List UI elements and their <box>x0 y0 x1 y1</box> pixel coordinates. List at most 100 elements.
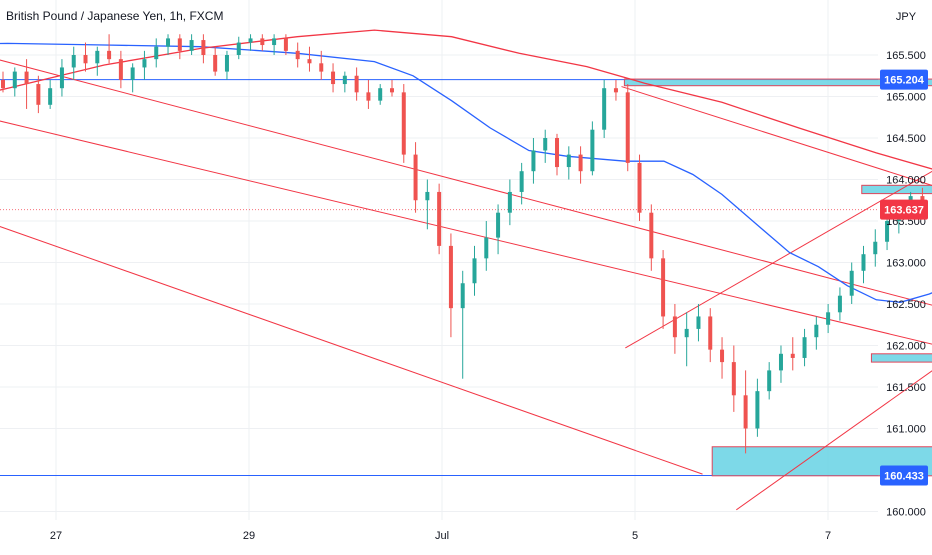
candle <box>95 46 100 76</box>
price-tick-label: 161.500 <box>886 382 926 394</box>
candle-body <box>236 42 241 55</box>
candle <box>519 162 524 205</box>
price-tag-label: 160.433 <box>884 471 924 483</box>
zone-rectangle <box>623 78 932 87</box>
candle-body <box>295 50 300 60</box>
zone-rectangle <box>870 353 932 363</box>
price-tick-label: 160.000 <box>886 507 926 519</box>
moving-average-line <box>0 29 932 170</box>
candle <box>307 46 312 72</box>
trendline <box>621 86 932 186</box>
candle <box>448 233 453 338</box>
candle <box>59 59 64 97</box>
candle <box>130 63 135 93</box>
price-tick-label: 162.000 <box>886 341 926 353</box>
candle <box>814 316 819 350</box>
currency-label: JPY <box>896 11 917 23</box>
moving-average-line <box>0 42 932 303</box>
candle <box>696 304 701 342</box>
candle-body <box>331 71 336 85</box>
candle <box>531 138 536 184</box>
candle-body <box>837 295 842 313</box>
candle <box>731 345 736 412</box>
candle <box>602 79 607 138</box>
candle-body <box>472 258 477 284</box>
price-tick-label: 165.500 <box>886 50 926 62</box>
candle <box>201 34 206 64</box>
candle <box>778 345 783 383</box>
candle-body <box>590 129 595 172</box>
candle <box>649 204 654 271</box>
candle <box>873 229 878 267</box>
price-tag-label: 163.637 <box>884 205 924 217</box>
candle <box>708 308 713 363</box>
price-tag-label: 165.204 <box>884 75 925 87</box>
candle-body <box>366 92 371 101</box>
candle-body <box>790 353 795 358</box>
price-axis: JPY165.500165.000164.500164.000163.50016… <box>880 11 928 519</box>
candle-body <box>177 38 182 51</box>
candle-body <box>613 88 618 93</box>
candle <box>24 59 29 109</box>
candle-body <box>389 88 394 93</box>
candle <box>354 67 359 101</box>
candle <box>472 245 477 296</box>
candle <box>790 337 795 371</box>
candle-body <box>260 38 265 46</box>
symbol-title: British Pound / Japanese Yen, 1h, FXCM <box>6 9 224 23</box>
candle-body <box>142 59 147 68</box>
grid <box>0 0 878 520</box>
candle-body <box>661 258 666 317</box>
candle-body <box>12 71 17 89</box>
candle-body <box>602 88 607 130</box>
candle <box>625 84 630 172</box>
candle-body <box>342 75 347 85</box>
candle-body <box>48 88 53 105</box>
candle-body <box>696 316 701 329</box>
time-axis: 2729Jul57111312:001820 <box>50 530 831 542</box>
candle <box>36 75 41 114</box>
candle-body <box>448 245 453 309</box>
candle <box>83 42 88 72</box>
candle <box>413 142 418 213</box>
candle <box>566 146 571 180</box>
trendline <box>0 59 932 306</box>
candle-body <box>166 38 171 47</box>
candle-body <box>118 59 123 80</box>
candle <box>1 71 5 93</box>
candle-body <box>36 84 41 105</box>
candle <box>295 42 300 68</box>
time-tick-label: 7 <box>825 530 831 542</box>
candle <box>861 245 866 284</box>
price-tick-label: 163.000 <box>886 258 926 270</box>
candle <box>389 79 394 97</box>
trendlines <box>0 59 932 511</box>
candle-body <box>224 55 229 72</box>
candle-body <box>248 38 253 43</box>
price-tick-label: 165.000 <box>886 92 926 104</box>
candle-body <box>802 337 807 358</box>
candle <box>189 34 194 55</box>
candle <box>71 46 76 80</box>
candle <box>260 34 265 51</box>
candle-body <box>319 63 324 72</box>
candle <box>460 270 465 379</box>
candle <box>425 179 430 230</box>
candle-body <box>873 241 878 255</box>
candle-body <box>814 324 819 338</box>
candle-body <box>720 349 725 363</box>
candle-body <box>672 316 677 338</box>
candle <box>366 79 371 109</box>
price-tag-badge <box>880 69 928 90</box>
candle <box>661 250 666 329</box>
candle-body <box>107 50 112 60</box>
candle <box>401 84 406 163</box>
candle <box>613 79 618 101</box>
candle-body <box>154 46 159 60</box>
time-tick-label: 5 <box>632 530 638 542</box>
candle <box>142 50 147 80</box>
candle-body <box>425 191 430 201</box>
candle <box>578 146 583 184</box>
candle-body <box>272 38 277 46</box>
